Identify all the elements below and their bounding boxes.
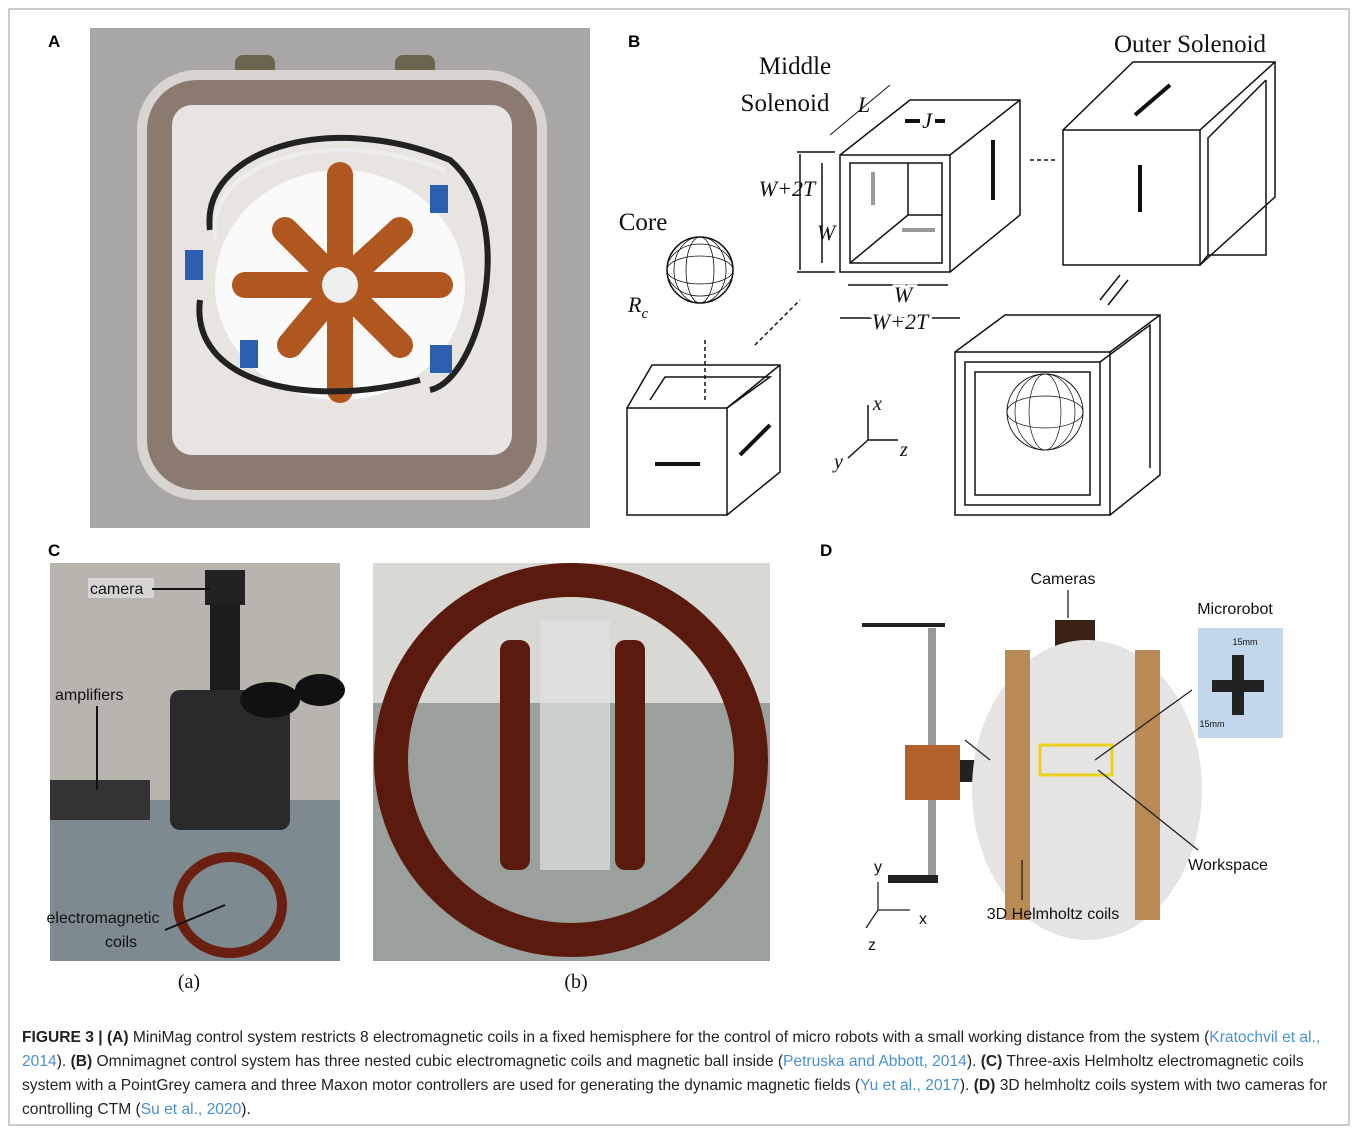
sub-label: (b)	[564, 971, 587, 993]
caption-text: Omnimagnet control system has three nest…	[92, 1053, 783, 1070]
photo-d	[862, 590, 1283, 940]
label: R	[627, 292, 642, 317]
caption-text: MiniMag control system restricts 8 elect…	[129, 1029, 1210, 1046]
label: Solenoid	[741, 90, 830, 117]
caption-text: (D)	[974, 1077, 996, 1094]
axis-label: z	[868, 937, 876, 954]
axis-label: z	[899, 439, 908, 461]
label: coils	[105, 934, 137, 951]
caption-text: (C)	[981, 1053, 1003, 1070]
label: Core	[619, 209, 668, 236]
caption-text: ).	[967, 1053, 981, 1070]
axis-label: x	[872, 393, 882, 415]
label: Outer Solenoid	[1114, 31, 1267, 58]
label: J	[922, 108, 933, 133]
page: A B C D Middle Solenoid Outer Solenoid C…	[0, 0, 1358, 1132]
caption: FIGURE 3 | (A) MiniMag control system re…	[22, 1026, 1334, 1122]
panel-label: A	[48, 32, 60, 51]
label: amplifiers	[55, 687, 123, 704]
diagram-b	[627, 62, 1275, 515]
axis-label: x	[919, 911, 927, 928]
axis-label: y	[874, 859, 882, 876]
citation-link[interactable]: Yu et al., 2017	[860, 1077, 960, 1094]
label: Workspace	[1188, 857, 1268, 874]
label: W	[817, 220, 837, 245]
citation-link[interactable]: Petruska and Abbott, 2014	[783, 1053, 967, 1070]
caption-text: ).	[57, 1053, 71, 1070]
photo-a	[90, 28, 590, 528]
label: 15mm	[1232, 637, 1257, 647]
caption-text: ).	[960, 1077, 974, 1094]
label: W+2T	[872, 309, 930, 334]
sub-label: (a)	[178, 971, 200, 993]
label: camera	[90, 581, 143, 598]
label: W	[894, 282, 914, 307]
panel-label: D	[820, 541, 832, 560]
label: 3D Helmholtz coils	[987, 906, 1119, 923]
radius-label: Rc	[627, 292, 648, 322]
gray-arrows	[873, 172, 935, 230]
citation-link[interactable]: Su et al., 2020	[141, 1101, 242, 1118]
photo-c	[50, 563, 770, 961]
label: L	[857, 92, 870, 117]
caption-text: (B)	[71, 1053, 93, 1070]
label: W+2T	[759, 176, 817, 201]
figure: A B C D Middle Solenoid Outer Solenoid C…	[0, 0, 1358, 1132]
axis-label: y	[832, 451, 843, 473]
caption-text: FIGURE 3 | (A)	[22, 1029, 129, 1046]
label: Cameras	[1031, 571, 1096, 588]
label: Middle	[759, 53, 831, 80]
panel-label: B	[628, 32, 640, 51]
label: Microrobot	[1197, 601, 1273, 618]
panel-label: C	[48, 541, 60, 560]
label: 15mm	[1199, 719, 1224, 729]
label: electromagnetic	[47, 910, 160, 927]
label: c	[641, 306, 648, 322]
caption-text: ).	[241, 1101, 251, 1118]
